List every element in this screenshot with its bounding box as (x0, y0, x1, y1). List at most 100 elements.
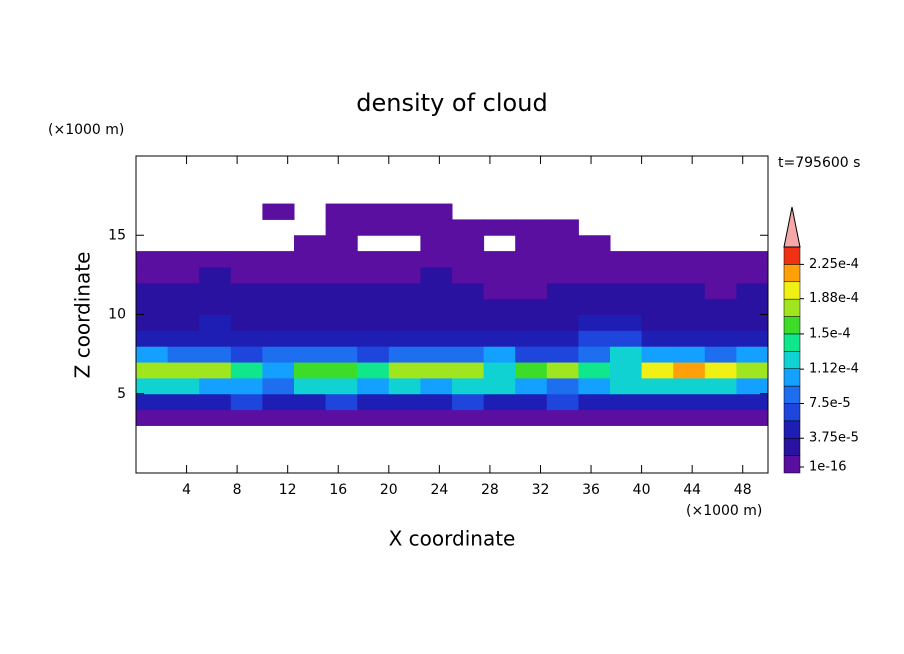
contour-cell (388, 314, 421, 331)
colorbar-tick-label: 1.5e-4 (809, 326, 851, 341)
contour-cell (325, 298, 358, 315)
contour-cell (483, 330, 516, 347)
x-tick-label: 48 (734, 482, 752, 498)
contour-cell (325, 377, 358, 395)
contour-cell (641, 266, 674, 284)
contour-cell (736, 346, 769, 363)
contour-cell (167, 377, 200, 395)
contour-cell (483, 362, 516, 379)
contour-cell (388, 346, 421, 363)
contour-cell (357, 266, 390, 284)
chart-title: density of cloud (356, 89, 547, 117)
colorbar-tick-label: 1e-16 (809, 460, 847, 475)
contour-cell (704, 362, 737, 379)
contour-cell (673, 377, 706, 395)
contour-cell (610, 377, 643, 395)
contour-cell (199, 330, 232, 347)
contour-cell (420, 203, 453, 220)
contour-cell (641, 282, 674, 300)
contour-cell (641, 362, 674, 379)
contour-cell (230, 330, 263, 347)
contour-cell (578, 282, 611, 300)
contour-cell (294, 298, 327, 315)
contour-cell (736, 314, 769, 331)
contour-cell (578, 330, 611, 347)
contour-cell (704, 393, 737, 411)
contour-cell (262, 203, 295, 220)
contour-cell (515, 346, 548, 363)
contour-cell (452, 298, 485, 315)
x-tick-label: 32 (532, 482, 550, 498)
colorbar-tick-label: 2.25e-4 (809, 257, 859, 272)
contour-cell (325, 235, 358, 252)
contour-cell (704, 251, 737, 268)
contour-cell (388, 377, 421, 395)
contour-cell (294, 362, 327, 379)
contour-cell (199, 393, 232, 411)
contour-cell (483, 266, 516, 284)
contour-field (136, 203, 769, 426)
contour-cell (483, 346, 516, 363)
contour-cell (673, 330, 706, 347)
contour-cell (515, 314, 548, 331)
contour-cell (167, 362, 200, 379)
contour-cell (483, 314, 516, 331)
contour-cell (515, 330, 548, 347)
contour-cell (483, 298, 516, 315)
contour-cell (262, 409, 295, 426)
contour-cell (136, 314, 169, 331)
colorbar-tick-label: 3.75e-5 (809, 431, 859, 446)
contour-cell (230, 251, 263, 268)
contour-cell (230, 266, 263, 284)
contour-cell (546, 298, 579, 315)
contour-cell (515, 377, 548, 395)
contour-cell (736, 298, 769, 315)
contour-cell (357, 377, 390, 395)
contour-cell (546, 266, 579, 284)
contour-cell (167, 314, 200, 331)
contour-cell (325, 203, 358, 220)
contour-cell (420, 409, 453, 426)
contour-cell (357, 219, 390, 236)
contour-cell (515, 251, 548, 268)
x-tick-label: 24 (430, 482, 448, 498)
colorbar-band (783, 437, 801, 456)
contour-cell (736, 409, 769, 426)
contour-cell (641, 346, 674, 363)
contour-cell (578, 377, 611, 395)
contour-cell (136, 393, 169, 411)
contour-cell (325, 330, 358, 347)
contour-cell (578, 251, 611, 268)
x-tick-label: 44 (683, 482, 701, 498)
contour-cell (136, 330, 169, 347)
contour-cell (515, 235, 548, 252)
contour-cell (736, 330, 769, 347)
contour-cell (546, 409, 579, 426)
contour-cell (388, 330, 421, 347)
contour-cell (230, 298, 263, 315)
contour-cell (641, 298, 674, 315)
contour-cell (262, 330, 295, 347)
x-axis-label: X coordinate (389, 527, 516, 551)
contour-cell (452, 219, 485, 236)
contour-cell (262, 393, 295, 411)
contour-cell (230, 346, 263, 363)
contour-cell (388, 393, 421, 411)
contour-cell (483, 393, 516, 411)
colorbar-band (783, 403, 801, 422)
contour-cell (673, 314, 706, 331)
contour-cell (357, 362, 390, 379)
contour-cell (641, 377, 674, 395)
contour-cell (578, 409, 611, 426)
contour-cell (262, 282, 295, 300)
contour-cell (294, 251, 327, 268)
contour-cell (673, 362, 706, 379)
contour-cell (230, 314, 263, 331)
contour-cell (673, 282, 706, 300)
contour-cell (357, 409, 390, 426)
contour-cell (736, 266, 769, 284)
contour-cell (230, 362, 263, 379)
contour-cell (704, 346, 737, 363)
contour-cell (357, 251, 390, 268)
contour-cell (199, 346, 232, 363)
